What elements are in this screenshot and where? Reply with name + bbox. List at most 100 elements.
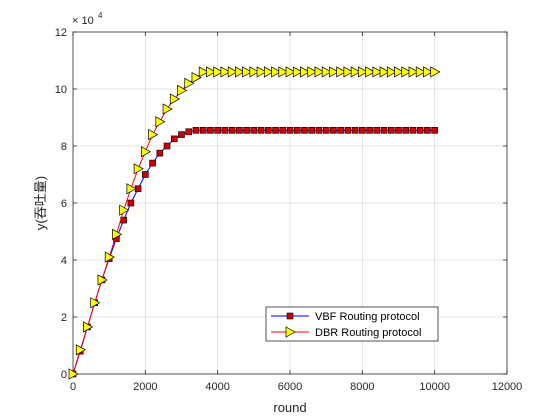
y-tick-label: 6	[61, 198, 67, 210]
data-point	[250, 127, 258, 134]
data-point	[184, 77, 195, 89]
data-point	[409, 127, 417, 134]
data-point	[337, 127, 344, 134]
data-point	[372, 66, 383, 78]
data-point	[373, 127, 381, 134]
legend-item: VBF Routing protocol	[271, 311, 420, 323]
data-point	[213, 66, 224, 78]
data-point	[424, 127, 431, 134]
data-point	[401, 66, 412, 78]
data-point	[395, 127, 402, 134]
data-point	[415, 66, 426, 78]
data-point	[142, 171, 149, 178]
data-point	[177, 84, 188, 97]
data-point	[315, 127, 323, 134]
data-point	[416, 127, 424, 134]
y-tick-label: 2	[61, 312, 67, 324]
data-point	[285, 66, 296, 78]
data-point	[249, 66, 260, 78]
legend: VBF Routing protocol DBR Routing protocol	[265, 306, 439, 342]
x-tick-label: 10000	[419, 381, 450, 393]
data-point	[206, 66, 217, 78]
data-point	[430, 66, 441, 78]
data-point	[104, 251, 115, 263]
x-axis-label: round	[273, 400, 306, 415]
series-1	[69, 127, 438, 378]
data-point	[257, 127, 265, 134]
data-point	[431, 127, 438, 134]
data-point	[380, 127, 388, 134]
x-tick-label: 2000	[133, 381, 157, 393]
data-point	[148, 129, 159, 141]
data-point	[308, 127, 316, 134]
data-point	[344, 127, 352, 134]
data-point	[236, 127, 243, 134]
legend-box	[265, 306, 439, 342]
data-point	[365, 66, 376, 78]
data-point	[330, 127, 337, 134]
data-point	[387, 127, 395, 134]
data-point	[133, 163, 144, 175]
y-tick-labels: 0 2 4 6 8 10 12	[55, 27, 67, 381]
legend-marker	[286, 312, 294, 320]
data-point	[192, 127, 200, 134]
x-tick-label: 12000	[492, 381, 523, 393]
data-point	[272, 127, 279, 134]
y-exponent-base: × 10	[72, 15, 94, 27]
data-point	[394, 66, 405, 78]
x-tick-label: 0	[70, 381, 76, 393]
data-point	[314, 66, 325, 78]
data-point	[402, 127, 410, 134]
y-tick-label: 4	[61, 255, 67, 267]
y-tick-label: 12	[55, 27, 67, 39]
data-point	[301, 127, 308, 134]
legend-label: DBR Routing protocol	[315, 327, 421, 339]
data-point	[292, 66, 303, 78]
data-point	[243, 127, 250, 134]
legend-item: DBR Routing protocol	[271, 326, 421, 339]
data-point	[293, 127, 301, 134]
x-tick-labels: 0 2000 4000 6000 8000 10000 12000	[70, 381, 522, 393]
data-point	[321, 66, 332, 78]
y-axis-label: y(吞吐量)	[33, 176, 48, 230]
data-point	[366, 127, 373, 134]
data-point	[163, 142, 171, 150]
data-point	[286, 127, 294, 134]
data-point	[207, 127, 214, 134]
data-point	[83, 321, 94, 333]
x-tick-label: 6000	[278, 381, 302, 393]
data-point	[322, 127, 330, 134]
y-tick-label: 8	[61, 141, 67, 153]
data-point	[127, 199, 135, 207]
y-tick-label: 0	[61, 369, 67, 381]
data-point	[300, 66, 311, 78]
data-point	[264, 127, 272, 134]
y-exponent-label: × 10 4	[72, 11, 103, 27]
data-point	[227, 66, 238, 78]
legend-marker	[285, 326, 296, 338]
data-point	[271, 66, 282, 78]
data-point	[90, 297, 101, 309]
data-point	[228, 127, 236, 134]
data-point	[220, 66, 231, 78]
data-point	[329, 66, 340, 78]
data-point	[242, 66, 253, 78]
data-point	[140, 146, 152, 158]
data-point	[198, 66, 209, 78]
data-point	[185, 128, 193, 136]
y-tick-label: 10	[55, 84, 67, 96]
data-point	[155, 116, 166, 128]
data-point	[279, 127, 287, 134]
data-point	[126, 183, 137, 195]
data-point	[307, 66, 318, 78]
watermark: CSDN @软件算法开发	[358, 392, 500, 408]
data-point	[75, 344, 86, 356]
data-point	[386, 66, 397, 78]
data-point	[162, 103, 173, 115]
data-point	[350, 66, 361, 78]
data-point	[359, 127, 366, 134]
data-point	[191, 72, 202, 84]
series-2	[68, 66, 441, 380]
series	[68, 66, 441, 380]
